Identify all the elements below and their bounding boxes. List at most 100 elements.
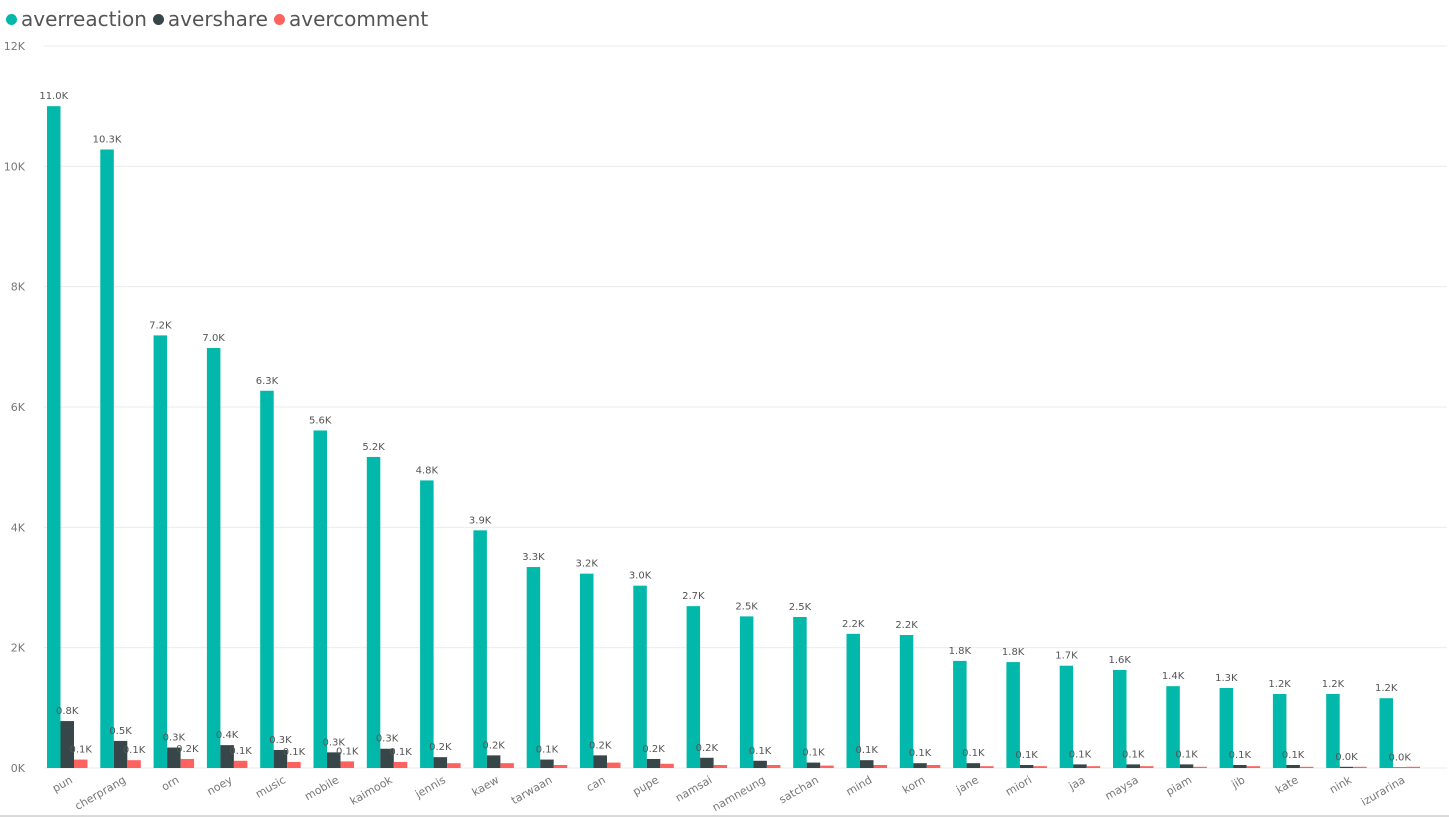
bar-averreaction-namneung	[739, 616, 754, 768]
bar-avershare-jane	[966, 763, 981, 768]
bar-avershare-orn	[167, 747, 181, 768]
bar-avercomment-jane	[980, 766, 994, 768]
bar-averreaction-namsai	[686, 606, 701, 768]
bar-avercomment-pun	[74, 759, 88, 768]
data-label-avershare-miori: 0.1K	[1015, 750, 1038, 761]
data-label-avershare-satchan: 0.1K	[802, 748, 825, 759]
data-label-averreaction-namneung: 2.5K	[735, 601, 758, 612]
x-tick-label: noey	[205, 773, 235, 798]
data-label-avershare-mind: 0.1K	[856, 745, 879, 756]
x-tick-label: orn	[159, 773, 181, 793]
bar-avercomment-jaa	[1086, 766, 1101, 768]
bar-avercomment-maysa	[1140, 766, 1154, 768]
data-label-avershare-piam: 0.1K	[1175, 749, 1198, 760]
data-label-avershare-pupe: 0.2K	[642, 744, 665, 755]
legend-label-averreaction: averreaction	[21, 7, 147, 31]
legend-item-averreaction[interactable]: averreaction	[6, 7, 147, 31]
data-label-avershare-orn: 0.3K	[163, 733, 186, 744]
bar-avershare-satchan	[806, 762, 821, 768]
legend-label-avercomment: avercomment	[288, 7, 429, 31]
data-label-averreaction-can: 3.2K	[576, 559, 599, 570]
data-label-averreaction-maysa: 1.6K	[1109, 655, 1132, 666]
data-label-averreaction-music: 6.3K	[256, 376, 279, 387]
data-label-averreaction-tarwaan: 3.3K	[522, 552, 545, 563]
bar-avershare-can	[593, 755, 607, 768]
bar-avercomment-namneung	[766, 764, 781, 768]
bar-avercomment-satchan	[820, 765, 834, 768]
x-tick-label: kate	[1273, 773, 1300, 796]
bar-avercomment-jennis	[447, 763, 461, 768]
x-tick-label: can	[584, 773, 608, 794]
bar-averreaction-miori	[1006, 662, 1020, 768]
data-label-averreaction-kaew: 3.9K	[469, 515, 492, 526]
data-label-averreaction-piam: 1.4K	[1162, 671, 1185, 682]
data-label-avercomment-noey: 0.1K	[229, 746, 252, 757]
bar-avershare-jennis	[433, 757, 448, 768]
bar-avercomment-korn	[926, 764, 941, 768]
bar-averreaction-nink	[1326, 693, 1340, 768]
data-label-averreaction-mobile: 5.6K	[309, 415, 332, 426]
data-label-averreaction-kate: 1.2K	[1268, 679, 1291, 690]
data-label-averreaction-nink: 1.2K	[1322, 679, 1345, 690]
x-tick-label: piam	[1164, 773, 1194, 798]
bar-avershare-miori	[1019, 764, 1034, 768]
bar-averreaction-mobile	[313, 430, 327, 768]
bar-avershare-jaa	[1073, 764, 1087, 768]
bar-averreaction-orn	[153, 335, 168, 768]
legend-label-avershare: avershare	[167, 7, 268, 31]
y-tick-label: 8K	[11, 281, 26, 294]
data-label-avercomment-cherprang: 0.1K	[123, 745, 146, 756]
data-label-averreaction-jennis: 4.8K	[416, 465, 439, 476]
data-label-avershare-maysa: 0.1K	[1122, 749, 1145, 760]
x-tick-label: jane	[953, 773, 981, 797]
legend-item-avercomment[interactable]: avercomment	[273, 7, 429, 31]
x-tick-label: namneung	[710, 773, 768, 814]
bar-avercomment-music	[287, 761, 301, 768]
bar-avercomment-cherprang	[127, 760, 141, 768]
data-label-avershare-kaimook: 0.3K	[376, 734, 399, 745]
bar-averreaction-tarwaan	[526, 567, 541, 768]
bar-avershare-kaimook	[380, 748, 394, 768]
x-tick-label: tarwaan	[509, 773, 555, 807]
bar-avershare-pun	[60, 721, 74, 768]
data-label-avershare-noey: 0.4K	[216, 730, 239, 741]
bar-averreaction-piam	[1166, 686, 1180, 768]
data-label-avershare-namneung: 0.1K	[749, 746, 772, 757]
legend-dot-avershare	[152, 13, 164, 25]
bar-averreaction-kate	[1272, 693, 1287, 768]
data-label-avershare-kate: 0.1K	[1282, 750, 1305, 761]
x-tick-label: korn	[900, 773, 927, 796]
bar-avercomment-kaimook	[393, 761, 408, 768]
bar-avercomment-kate	[1299, 766, 1314, 768]
y-tick-label: 0K	[11, 762, 26, 775]
bar-avershare-kate	[1286, 764, 1300, 768]
bar-avershare-izurarina	[1393, 767, 1407, 768]
y-tick-label: 10K	[4, 160, 26, 173]
bar-avercomment-tarwaan	[553, 764, 568, 768]
data-label-averreaction-mind: 2.2K	[842, 619, 865, 630]
data-label-avershare-jaa: 0.1K	[1069, 749, 1092, 760]
bar-avercomment-namsai	[713, 764, 728, 768]
data-label-avershare-kaew: 0.2K	[482, 740, 505, 751]
chart-legend: averreaction avershare avercomment	[6, 7, 434, 31]
x-tick-label: maysa	[1103, 773, 1141, 802]
bar-avercomment-izurarina	[1406, 766, 1420, 768]
bar-averreaction-noey	[206, 348, 221, 768]
bar-avercomment-mind	[873, 764, 887, 768]
bar-averreaction-kaimook	[366, 456, 381, 768]
bar-averreaction-satchan	[793, 616, 807, 768]
bar-averreaction-pun	[47, 106, 61, 768]
x-tick-label: izurarina	[1359, 773, 1407, 808]
bar-averreaction-kaew	[473, 530, 487, 768]
bar-averreaction-music	[260, 390, 274, 768]
bar-avershare-kaew	[486, 755, 501, 768]
bar-averreaction-pupe	[633, 585, 647, 768]
bar-avershare-pupe	[646, 758, 661, 768]
bar-averreaction-jane	[953, 660, 967, 768]
legend-item-avershare[interactable]: avershare	[152, 7, 268, 31]
x-tick-label: namsai	[673, 773, 714, 804]
data-label-avercomment-music: 0.1K	[283, 747, 306, 758]
x-tick-label: kaew	[470, 773, 501, 799]
data-label-averreaction-korn: 2.2K	[895, 620, 918, 631]
bar-avershare-mobile	[327, 752, 341, 768]
